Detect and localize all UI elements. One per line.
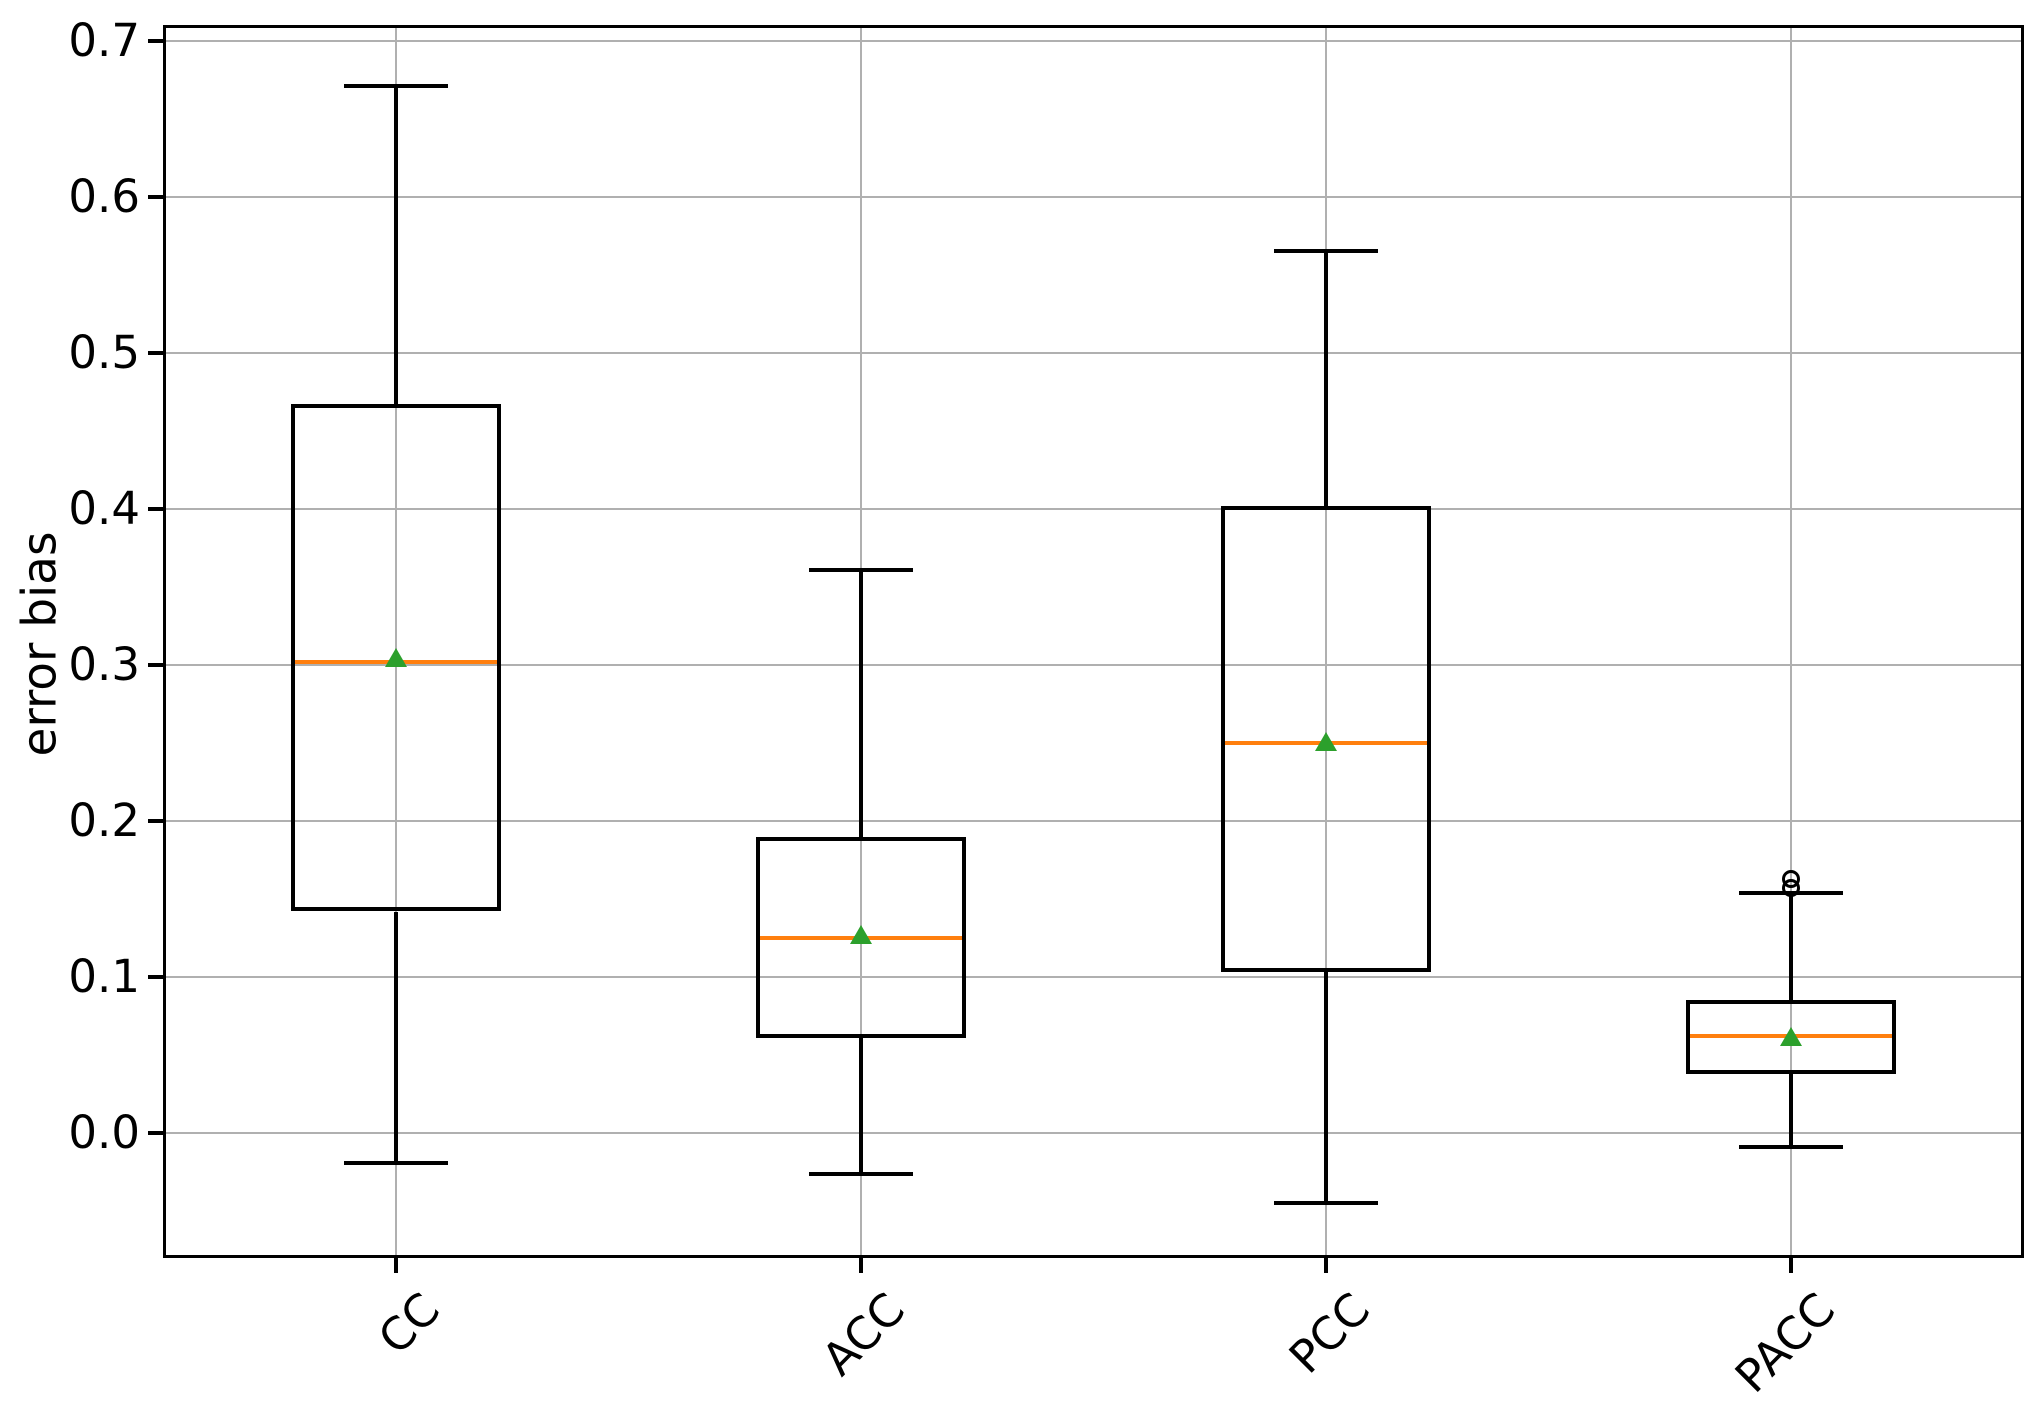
mean-marker-CC xyxy=(384,647,407,667)
x-tickmark xyxy=(1789,1258,1794,1273)
whisker-upper-CC xyxy=(393,85,398,405)
whisker-cap-lower-PCC xyxy=(1274,1201,1379,1206)
x-tickmark xyxy=(393,1258,398,1273)
iqr-box-PACC xyxy=(1686,1000,1897,1074)
mean-marker-PACC xyxy=(1780,1026,1803,1046)
y-gridline xyxy=(163,1132,2024,1135)
y-tick-label: 0.1 xyxy=(68,950,140,1004)
y-tickmark xyxy=(148,975,163,980)
x-gridline xyxy=(1325,25,1328,1258)
whisker-cap-upper-CC xyxy=(343,83,448,88)
whisker-lower-PACC xyxy=(1789,1073,1794,1148)
y-tick-label: 0.5 xyxy=(68,325,140,379)
outlier-point-PACC xyxy=(1782,869,1801,888)
plot-area xyxy=(163,25,2024,1258)
y-gridline xyxy=(163,195,2024,198)
y-tick-label: 0.4 xyxy=(68,481,140,535)
whisker-upper-ACC xyxy=(858,569,863,837)
y-tickmark xyxy=(148,506,163,511)
x-tick-label-ACC: ACC xyxy=(811,1282,915,1386)
y-gridline xyxy=(163,976,2024,979)
y-gridline xyxy=(163,663,2024,666)
whisker-lower-CC xyxy=(393,911,398,1163)
y-gridline xyxy=(163,507,2024,510)
y-tick-label: 0.2 xyxy=(68,793,140,847)
x-tick-label-PCC: PCC xyxy=(1279,1282,1381,1384)
mean-marker-ACC xyxy=(849,925,872,945)
iqr-box-PCC xyxy=(1221,505,1432,973)
y-gridline xyxy=(163,351,2024,354)
y-tick-label: 0.3 xyxy=(68,637,140,691)
whisker-lower-ACC xyxy=(858,1037,863,1174)
whisker-cap-lower-PACC xyxy=(1739,1145,1844,1150)
y-gridline xyxy=(163,819,2024,822)
whisker-cap-upper-PCC xyxy=(1274,249,1379,254)
mean-marker-PCC xyxy=(1315,731,1338,751)
whisker-upper-PCC xyxy=(1324,251,1329,506)
whisker-upper-PACC xyxy=(1789,892,1794,1001)
iqr-box-ACC xyxy=(755,836,966,1038)
whisker-cap-lower-ACC xyxy=(808,1171,913,1176)
iqr-box-CC xyxy=(290,404,501,912)
y-tickmark xyxy=(148,662,163,667)
y-tickmark xyxy=(148,194,163,199)
x-gridline xyxy=(1790,25,1793,1258)
x-tickmark xyxy=(858,1258,863,1273)
whisker-cap-upper-ACC xyxy=(808,567,913,572)
y-tick-label: 0.6 xyxy=(68,169,140,223)
whisker-lower-PCC xyxy=(1324,972,1329,1204)
y-tick-label: 0.7 xyxy=(68,13,140,67)
x-gridline xyxy=(394,25,397,1258)
y-tickmark xyxy=(148,818,163,823)
y-gridline xyxy=(163,39,2024,42)
y-tickmark xyxy=(148,350,163,355)
y-tickmark xyxy=(148,38,163,43)
y-axis-label: error bias xyxy=(12,531,68,757)
x-tickmark xyxy=(1324,1258,1329,1273)
x-tick-label-CC: CC xyxy=(367,1282,450,1365)
whisker-cap-lower-CC xyxy=(343,1160,448,1165)
y-tick-label: 0.0 xyxy=(68,1106,140,1160)
x-tick-label-PACC: PACC xyxy=(1725,1282,1846,1403)
y-tickmark xyxy=(148,1131,163,1136)
